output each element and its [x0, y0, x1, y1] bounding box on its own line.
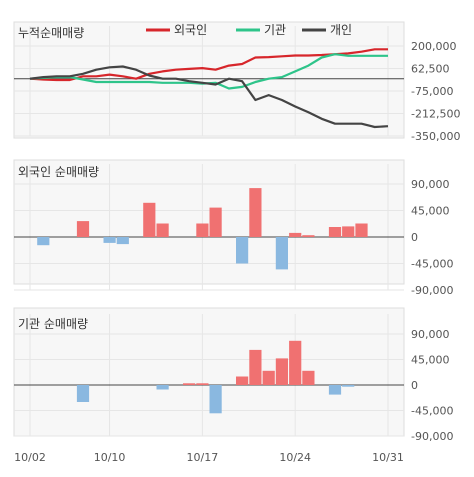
y-tick-label: -45,000: [411, 258, 453, 271]
panel-institution-bars: [76, 340, 355, 414]
y-tick-label: 90,000: [411, 328, 450, 341]
legend-label: 외국인: [174, 23, 207, 37]
x-tick-label: 10/31: [372, 451, 404, 464]
y-tick-label: -75,000: [411, 85, 453, 98]
bar: [289, 340, 302, 385]
bar: [156, 385, 169, 390]
bar: [249, 349, 262, 385]
bar: [249, 188, 262, 237]
panel-institution-title: 기관 순매매량: [18, 317, 88, 331]
y-tick-label: -350,000: [411, 130, 460, 143]
x-tick-label: 10/02: [14, 451, 46, 464]
panel-cumulative: 200,000 62,500 -75,000 -212,500 -350,000 누적순…: [13, 21, 460, 143]
panel-institution: 90,000 45,000 0 -45,000 -90,000 기관 순매매량: [13, 307, 453, 443]
y-tick-label: -212,500: [411, 108, 460, 121]
panel-institution-bg: [13, 307, 405, 437]
bar: [183, 383, 196, 385]
y-tick-label: 0: [411, 379, 418, 392]
bar: [103, 237, 116, 243]
panel-cumulative-y-axis: 200,000 62,500 -75,000 -212,500 -350,000: [411, 40, 460, 143]
x-tick-label: 10/24: [279, 451, 311, 464]
x-tick-label: 10/10: [94, 451, 126, 464]
x-tick-label: 10/17: [187, 451, 219, 464]
bar: [143, 202, 156, 237]
bar: [275, 237, 288, 270]
bar: [196, 383, 209, 385]
panel-foreign-y-axis: 90,000 45,000 0 -45,000 -90,000: [411, 178, 453, 297]
panel-foreign: 90,000 45,000 0 -45,000 -90,000 외국인 순매매량: [13, 159, 453, 297]
bar: [275, 358, 288, 385]
bar: [76, 385, 90, 402]
y-tick-label: 62,500: [411, 63, 450, 76]
x-axis: 10/02 10/10 10/17 10/24 10/31: [14, 451, 404, 464]
panel-institution-y-axis: 90,000 45,000 0 -45,000 -90,000: [411, 328, 453, 443]
series-line-0: [29, 48, 388, 82]
panel-cumulative-bg: [13, 21, 405, 139]
bar: [342, 385, 355, 387]
y-tick-label: 45,000: [411, 354, 450, 367]
y-tick-label: 45,000: [411, 205, 450, 218]
bar: [76, 221, 90, 237]
y-tick-label: 90,000: [411, 178, 450, 191]
panel-foreign-title: 외국인 순매매량: [18, 165, 99, 179]
bar: [328, 385, 342, 395]
bar: [236, 237, 249, 264]
bar: [37, 237, 50, 246]
bar: [302, 235, 315, 237]
bar: [328, 227, 342, 237]
bar: [209, 385, 222, 414]
panel-cumulative-series: [29, 48, 389, 129]
bar: [262, 370, 275, 385]
y-tick-label: -90,000: [411, 284, 453, 297]
y-tick-label: -90,000: [411, 430, 453, 443]
legend-label: 개인: [330, 23, 352, 37]
bar: [156, 223, 169, 237]
bar: [355, 223, 368, 237]
bar: [116, 237, 129, 245]
panel-cumulative-grid: [14, 26, 404, 137]
legend-label: 기관: [264, 23, 286, 37]
series-line-2: [29, 65, 389, 129]
bar: [236, 376, 249, 385]
y-tick-label: -45,000: [411, 405, 453, 418]
panel-cumulative-title: 누적순매매량: [18, 26, 84, 40]
bar: [302, 370, 315, 385]
bar: [209, 207, 222, 237]
y-tick-label: 0: [411, 231, 418, 244]
bar: [196, 223, 209, 237]
y-tick-label: 200,000: [411, 40, 457, 53]
legend: 외국인 기관 개인: [146, 23, 352, 37]
bar: [289, 232, 302, 237]
bar: [342, 226, 355, 237]
panel-foreign-bars: [37, 188, 368, 270]
